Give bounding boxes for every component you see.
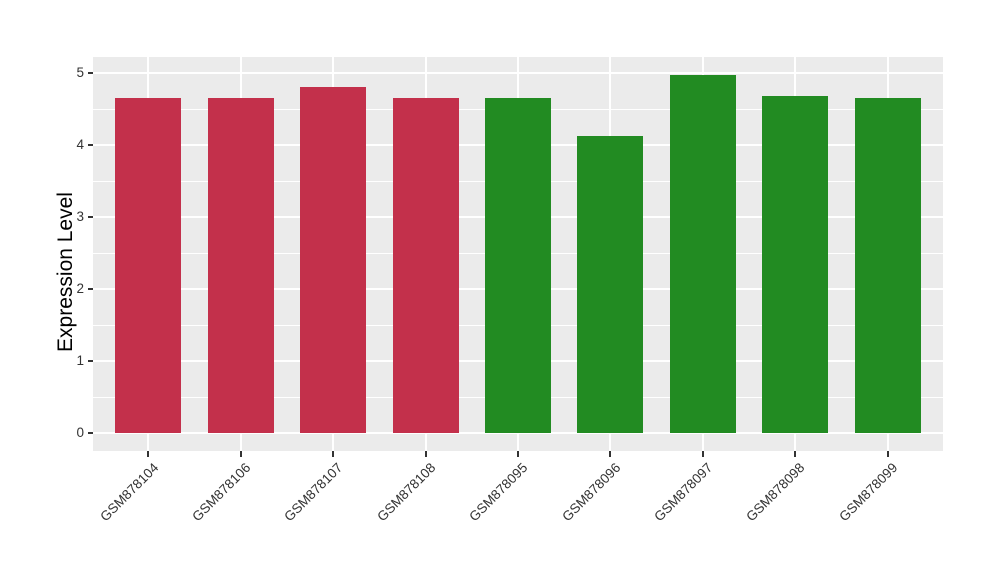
x-tick-mark (886, 451, 889, 457)
y-tick-label: 1 (76, 353, 84, 369)
plot-panel (93, 57, 943, 451)
x-tick-mark (609, 451, 612, 457)
x-tick-mark (794, 451, 797, 457)
bar-GSM878097 (669, 74, 736, 433)
y-tick-label: 0 (76, 425, 84, 440)
x-tick-mark (332, 451, 335, 457)
x-tick-mark (701, 451, 704, 457)
x-tick-label: GSM878095 (466, 460, 531, 525)
bar-GSM878096 (577, 135, 644, 433)
y-tick-mark (88, 72, 93, 75)
y-tick-mark (88, 288, 93, 291)
x-tick-label: GSM878098 (743, 460, 808, 525)
bar-GSM878106 (207, 98, 274, 433)
x-tick-mark (424, 451, 427, 457)
bar-GSM878099 (854, 98, 921, 433)
bar-GSM878107 (300, 86, 367, 433)
x-tick-label: GSM878108 (374, 460, 439, 525)
y-tick-mark (88, 216, 93, 219)
bar-GSM878095 (485, 98, 551, 433)
y-tick-mark (88, 360, 93, 363)
x-tick-label: GSM878099 (835, 460, 901, 525)
x-tick-label: GSM878106 (189, 460, 254, 525)
y-tick-label: 2 (76, 281, 84, 297)
y-tick-mark (88, 432, 93, 434)
x-tick-label: GSM878096 (558, 460, 624, 525)
x-tick-label: GSM878097 (651, 460, 716, 525)
bar-GSM878104 (115, 98, 182, 433)
y-tick-label: 4 (76, 137, 84, 153)
y-tick-label: 5 (76, 65, 84, 81)
bar-GSM878108 (392, 97, 459, 433)
bar-GSM878098 (762, 95, 829, 433)
x-tick-mark (147, 451, 150, 457)
x-tick-mark (517, 451, 519, 457)
x-tick-label: GSM878104 (96, 460, 162, 525)
x-tick-mark (239, 451, 242, 457)
y-tick-mark (88, 144, 93, 147)
y-tick-label: 3 (76, 209, 84, 225)
x-tick-label: GSM878107 (281, 460, 346, 525)
